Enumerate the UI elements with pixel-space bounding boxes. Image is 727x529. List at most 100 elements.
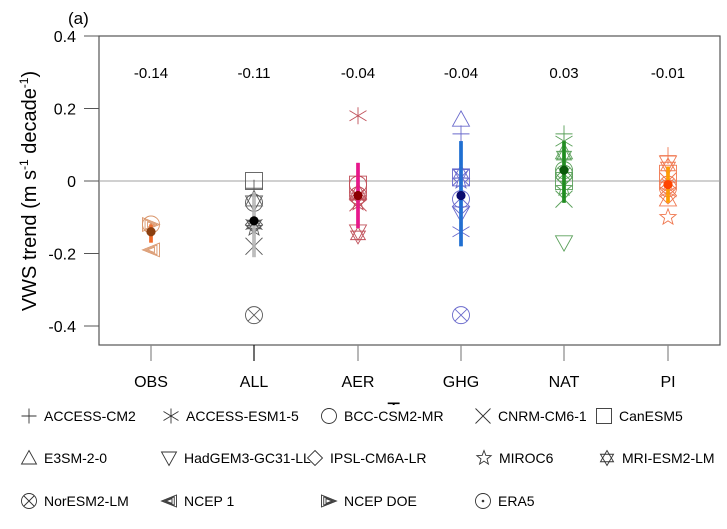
- legend-marker: [475, 493, 491, 509]
- y-axis-title-sup1: -1: [17, 159, 31, 170]
- y-tick-label: 0: [67, 174, 76, 191]
- legend-item: CNRM-CM6-1: [474, 407, 587, 425]
- legend-item: NCEP 1: [160, 492, 234, 510]
- mean-value-label: 0.03: [549, 65, 578, 82]
- legend-marker: [599, 449, 615, 467]
- point-marker: [349, 225, 367, 245]
- legend-label: CanESM5: [619, 408, 683, 424]
- legend-label: NCEP 1: [184, 493, 235, 509]
- legend-label: IPSL-CM6A-LR: [330, 450, 427, 466]
- triangle-up-icon: [20, 449, 38, 465]
- legend-item: CanESM5: [595, 407, 683, 425]
- point-marker: [658, 207, 678, 226]
- legend-item: IPSL-CM6A-LR: [306, 449, 426, 467]
- legend-label: ACCESS-ESM1-5: [186, 408, 299, 424]
- legend-item: NCEP DOE: [320, 492, 417, 510]
- group-all: [244, 172, 264, 325]
- x-axis-title: Type: [387, 399, 433, 405]
- legend-marker: [163, 408, 179, 424]
- legend-label: CNRM-CM6-1: [498, 408, 587, 424]
- legend-marker: [160, 451, 178, 467]
- mean-dot: [559, 165, 569, 175]
- group-pi: [658, 147, 678, 226]
- circle-dot-icon: [475, 493, 491, 509]
- y-tick-label: -0.2: [48, 247, 76, 264]
- hexagram-icon: [599, 449, 615, 467]
- panel-label: (a): [68, 9, 89, 28]
- group-ghg: [451, 109, 471, 325]
- triangle-down-icon: [160, 451, 178, 467]
- star-icon: [475, 449, 493, 466]
- legend-item: MIROC6: [475, 449, 553, 467]
- x-tick-label: NAT: [549, 374, 580, 391]
- plot-frame: [98, 35, 721, 346]
- mean-dot: [353, 190, 363, 201]
- legend-label: MRI-ESM2-LM: [622, 450, 715, 466]
- plus-icon: [21, 408, 37, 424]
- legend-marker: [321, 494, 338, 508]
- y-axis-title-mid: decade: [19, 88, 41, 159]
- legend-item: ACCESS-ESM1-5: [162, 407, 299, 425]
- legend-marker: [321, 408, 337, 424]
- point-marker: [452, 125, 470, 143]
- triangle-right-hatched-icon: [321, 494, 338, 508]
- y-tick-label: 0.4: [54, 29, 76, 46]
- x-tick-label: PI: [660, 374, 675, 391]
- mean-dot: [456, 190, 466, 201]
- point-marker: [245, 306, 263, 325]
- triangle-left-hatched-icon: [160, 494, 177, 508]
- group-obs: [141, 215, 161, 258]
- legend-label: ACCESS-CM2: [44, 408, 136, 424]
- y-axis-title-main: VWS trend (m s: [19, 170, 41, 311]
- mean-value-label: -0.01: [651, 65, 685, 82]
- point-marker: [349, 107, 367, 125]
- legend-item: ACCESS-CM2: [20, 407, 136, 425]
- legend-label: NorESM2-LM: [44, 493, 129, 509]
- circle-x-icon: [21, 493, 37, 509]
- legend-marker: [21, 408, 37, 424]
- mean-dot: [249, 216, 259, 226]
- y-tick-label: 0.2: [54, 102, 76, 119]
- legend-label: BCC-CSM2-MR: [344, 408, 444, 424]
- mean-value-label: -0.04: [444, 65, 478, 82]
- legend-marker: [306, 449, 324, 467]
- legend-label: HadGEM3-GC31-LL: [184, 450, 311, 466]
- y-axis-title: VWS trend (m s-1 decade-1): [17, 71, 41, 311]
- y-tick-label: -0.4: [48, 319, 76, 336]
- legend-marker: [475, 408, 491, 424]
- legend-item: MRI-ESM2-LM: [598, 449, 715, 467]
- legend-item: HadGEM3-GC31-LL: [160, 449, 311, 467]
- group-aer: [348, 107, 368, 245]
- legend-marker: [160, 494, 177, 508]
- legend-marker: [21, 493, 37, 509]
- x-tick-label: OBS: [134, 374, 168, 391]
- diamond-icon: [306, 449, 324, 467]
- point-marker: [658, 186, 678, 205]
- x-icon: [475, 408, 491, 424]
- legend-marker: [596, 408, 612, 424]
- square-icon: [596, 408, 612, 424]
- asterisk-icon: [163, 408, 179, 424]
- legend-item: ERA5: [474, 492, 535, 510]
- legend: ACCESS-CM2 ACCESS-ESM1-5 BCC-CSM2-MR CNRM-C…: [0, 405, 727, 529]
- legend-label: E3SM-2-0: [44, 450, 108, 466]
- chart: (a) 0.4 0.2 0 -0.2 -0.4 OBS ALL AER GHG NAT PI -0…: [17, 9, 721, 405]
- mean-dot: [146, 227, 156, 237]
- legend-marker: [475, 449, 493, 466]
- circle-icon: [321, 408, 337, 424]
- x-tick-label: ALL: [240, 374, 269, 391]
- legend-item: E3SM-2-0: [20, 449, 107, 467]
- legend-item: NorESM2-LM: [20, 492, 129, 510]
- legend-item: BCC-CSM2-MR: [320, 407, 444, 425]
- point-marker: [141, 242, 160, 258]
- group-nat: [554, 125, 574, 253]
- mean-value-label: -0.04: [341, 65, 375, 82]
- mean-value-label: -0.11: [237, 65, 270, 82]
- x-tick-label: GHG: [443, 374, 479, 391]
- point-marker: [452, 306, 470, 325]
- legend-label: NCEP DOE: [344, 493, 417, 509]
- point-marker: [658, 189, 678, 207]
- y-axis-title-sup2: -1: [17, 77, 31, 88]
- legend-marker: [20, 449, 38, 465]
- point-marker: [451, 109, 471, 127]
